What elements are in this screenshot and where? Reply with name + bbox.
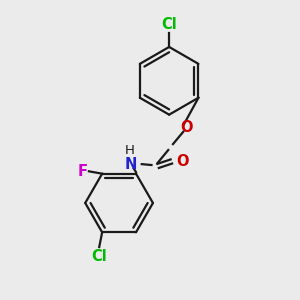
Text: O: O [181,120,193,135]
Text: O: O [176,154,189,169]
Text: H: H [125,144,135,158]
Text: F: F [77,164,87,179]
Text: N: N [124,157,137,172]
Text: Cl: Cl [161,16,177,32]
Text: Cl: Cl [91,248,107,263]
